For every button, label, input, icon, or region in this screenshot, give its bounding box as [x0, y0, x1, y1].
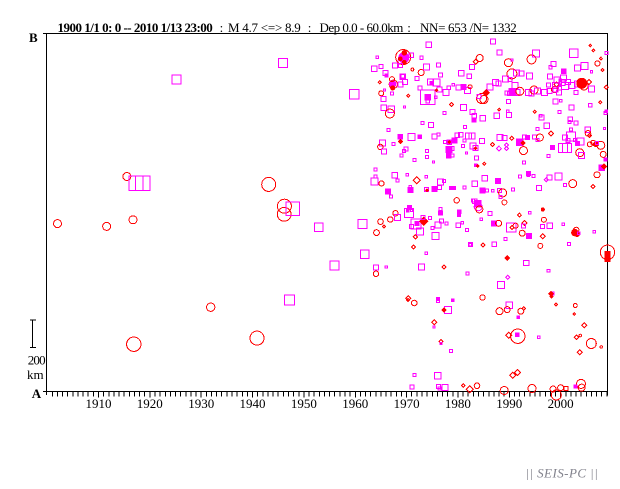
svg-text:|| SEIS-PC ||: || SEIS-PC || — [525, 466, 598, 481]
svg-text:1910: 1910 — [86, 396, 112, 411]
svg-text:1940: 1940 — [240, 396, 266, 411]
svg-text:1990: 1990 — [496, 396, 522, 411]
svg-text:km: km — [27, 367, 44, 382]
svg-text:1930: 1930 — [188, 396, 214, 411]
svg-text:1970: 1970 — [394, 396, 420, 411]
svg-text:B: B — [29, 30, 38, 45]
svg-text:200: 200 — [28, 352, 45, 367]
svg-text:1950: 1950 — [291, 396, 317, 411]
svg-text:1960: 1960 — [342, 396, 368, 411]
svg-text:A: A — [32, 386, 42, 401]
svg-text:1980: 1980 — [445, 396, 471, 411]
svg-text:1920: 1920 — [137, 396, 163, 411]
